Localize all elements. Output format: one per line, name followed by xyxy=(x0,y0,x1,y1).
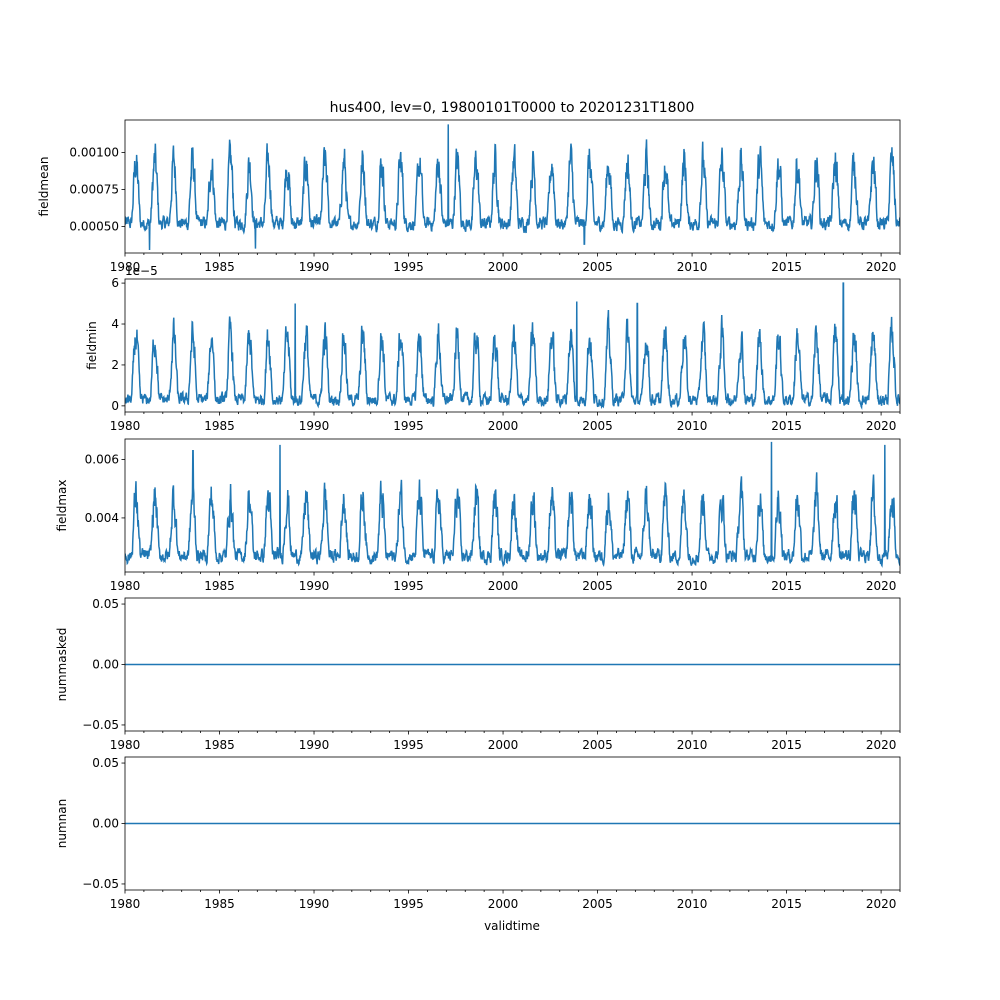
x-tick-label: 2010 xyxy=(677,260,708,274)
x-tick-label: 2010 xyxy=(677,897,708,911)
y-axis-label: fieldmean xyxy=(37,157,51,217)
axes-frame-fieldmin xyxy=(124,278,901,413)
x-tick-label: 2005 xyxy=(582,897,613,911)
y-tick-label: 2 xyxy=(111,358,119,372)
y-tick-label: 4 xyxy=(111,317,119,331)
panel-fieldmax: 1980 1985 1990 1995 2000 2005 2010 2015 2020 0.00… xyxy=(55,438,901,593)
y-tick-label: 0.05 xyxy=(92,597,119,611)
x-tick-label: 1985 xyxy=(204,738,235,752)
y-tick-label: 0.00 xyxy=(92,658,119,672)
axes-frame-fieldmax xyxy=(124,438,901,573)
y-axis-label: nummasked xyxy=(55,628,69,702)
y-tick-label: 0 xyxy=(111,399,119,413)
y-tick-label: 0.05 xyxy=(92,756,119,770)
figure-title: hus400, lev=0, 19800101T0000 to 20201231… xyxy=(330,100,695,116)
y-tick-label: 0.00 xyxy=(92,817,119,831)
x-tick-label: 1985 xyxy=(204,419,235,433)
x-tick-label: 1980 xyxy=(110,419,141,433)
x-tick-label: 1995 xyxy=(393,897,424,911)
x-tick-label: 2000 xyxy=(488,419,519,433)
x-tick-label: 1990 xyxy=(299,579,330,593)
x-tick-label: 2020 xyxy=(866,260,897,274)
y-tick-label: 6 xyxy=(111,276,119,290)
x-tick-label: 2015 xyxy=(771,260,802,274)
x-tick-label: 1995 xyxy=(393,579,424,593)
x-tick-label: 1990 xyxy=(299,897,330,911)
y-tick-label: 0.00100 xyxy=(69,146,119,160)
x-tick-label: 2015 xyxy=(771,738,802,752)
y-axis-label: fieldmax xyxy=(55,479,69,531)
x-tick-label: 2020 xyxy=(866,419,897,433)
x-tick-label: 2010 xyxy=(677,419,708,433)
y-tick-label: 0.00075 xyxy=(69,182,119,196)
x-tick-label: 1990 xyxy=(299,419,330,433)
x-tick-label: 1980 xyxy=(110,260,141,274)
x-tick-label: 1985 xyxy=(204,579,235,593)
y-offset-text: 1e−5 xyxy=(125,264,158,278)
x-tick-label: 2015 xyxy=(771,897,802,911)
panel-fieldmean: 1980 1985 1990 1995 2000 2005 2010 2015 2020 0.00… xyxy=(37,119,901,274)
series-line-fieldmax xyxy=(125,441,900,568)
axes-frame-fieldmean xyxy=(124,119,901,254)
x-tick-label: 2000 xyxy=(488,738,519,752)
panel-nummasked: 1980 1985 1990 1995 2000 2005 2010 2015 2020 −0.0… xyxy=(55,597,901,752)
x-tick-label: 2020 xyxy=(866,738,897,752)
x-tick-label: 1995 xyxy=(393,419,424,433)
x-tick-label: 2000 xyxy=(488,260,519,274)
x-tick-label: 1990 xyxy=(299,738,330,752)
y-tick-label: 0.004 xyxy=(85,511,119,525)
x-tick-label: 2020 xyxy=(866,579,897,593)
x-tick-label: 2010 xyxy=(677,579,708,593)
panel-fieldmin: 1980 1985 1990 1995 2000 2005 2010 2015 2020 0 2 4 6… xyxy=(85,264,901,433)
series-line-fieldmean xyxy=(125,124,900,251)
x-tick-label: 1980 xyxy=(110,897,141,911)
x-tick-label: 2005 xyxy=(582,738,613,752)
x-tick-label: 2000 xyxy=(488,579,519,593)
x-tick-label: 2010 xyxy=(677,738,708,752)
y-tick-label: 0.006 xyxy=(85,452,119,466)
x-tick-label: 2005 xyxy=(582,260,613,274)
x-tick-label: 2015 xyxy=(771,579,802,593)
y-tick-label: −0.05 xyxy=(82,718,119,732)
x-axis-label: validtime xyxy=(484,919,540,933)
x-tick-label: 2005 xyxy=(582,579,613,593)
x-tick-label: 1980 xyxy=(110,579,141,593)
y-axis-label: numnan xyxy=(55,799,69,848)
x-tick-label: 2000 xyxy=(488,897,519,911)
series-line-fieldmin xyxy=(125,282,900,411)
y-tick-label: −0.05 xyxy=(82,877,119,891)
x-tick-label: 1995 xyxy=(393,738,424,752)
x-tick-label: 1990 xyxy=(299,260,330,274)
y-axis-label: fieldmin xyxy=(85,321,99,370)
x-tick-label: 1985 xyxy=(204,260,235,274)
x-tick-label: 2020 xyxy=(866,897,897,911)
y-tick-label: 0.00050 xyxy=(69,219,119,233)
x-tick-label: 1980 xyxy=(110,738,141,752)
x-tick-label: 2015 xyxy=(771,419,802,433)
x-tick-label: 2005 xyxy=(582,419,613,433)
x-tick-label: 1985 xyxy=(204,897,235,911)
x-tick-label: 1995 xyxy=(393,260,424,274)
panel-numnan: 1980 1985 1990 1995 2000 2005 2010 2015 2020 −0.0… xyxy=(55,756,901,911)
panels: 1980 1985 1990 1995 2000 2005 2010 2015 2020 0.00… xyxy=(37,119,901,911)
